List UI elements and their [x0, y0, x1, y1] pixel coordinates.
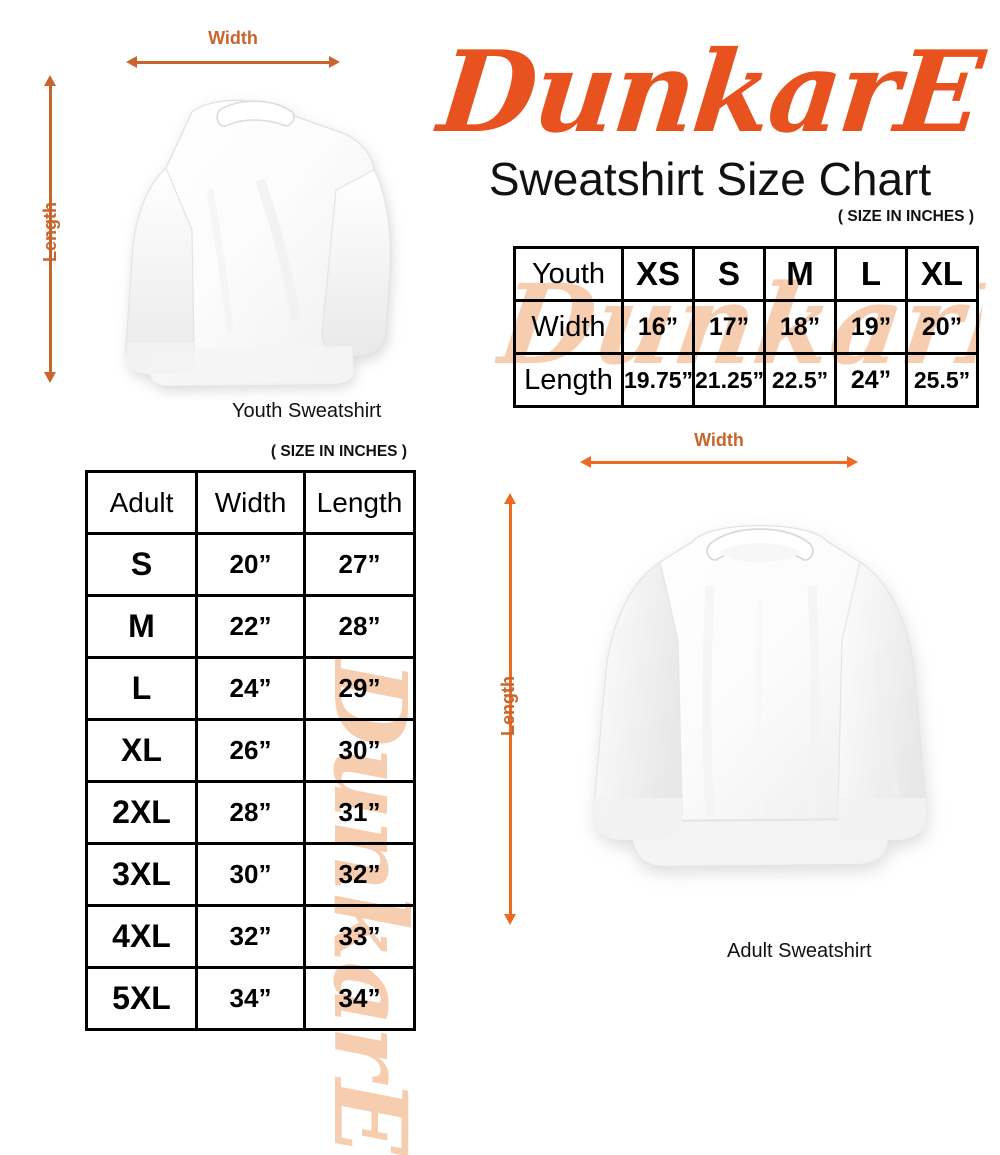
adult-length-1: 28”: [303, 594, 416, 659]
table-row: XL 26” 30”: [85, 718, 416, 783]
adult-size-7: 5XL: [85, 966, 198, 1031]
table-row: S 20” 27”: [85, 532, 416, 597]
adult-width-7: 34”: [195, 966, 306, 1031]
page-title: Sweatshirt Size Chart: [488, 153, 932, 205]
adult-size-4: 2XL: [85, 780, 198, 845]
table-row: Width 16” 17” 18” 19” 20”: [513, 299, 979, 355]
table-row: L 24” 29”: [85, 656, 416, 721]
adult-length-6: 33”: [303, 904, 416, 969]
adult-length-7: 34”: [303, 966, 416, 1031]
units-note-youth: ( SIZE IN INCHES ): [837, 208, 974, 225]
adult-length-3: 30”: [303, 718, 416, 783]
adult-length-4: 31”: [303, 780, 416, 845]
youth-figure-caption: Youth Sweatshirt: [232, 400, 382, 422]
size-chart-canvas: DunkarE Sweatshirt Size Chart ( SIZE IN …: [40, 27, 992, 1155]
adult-width-label: Width: [694, 430, 744, 450]
adult-width-5: 30”: [195, 842, 306, 907]
youth-size-l: L: [834, 246, 908, 302]
adult-figure-caption: Adult Sweatshirt: [727, 940, 872, 962]
adult-length-label: Length: [498, 676, 518, 736]
adult-header-width: Width: [195, 470, 306, 535]
youth-row-label-0: Youth: [513, 246, 624, 302]
table-row: 4XL 32” 33”: [85, 904, 416, 969]
youth-size-s: S: [692, 246, 766, 302]
table-header-row: Adult Width Length: [85, 470, 416, 535]
youth-size-table: Youth XS S M L XL Width 16” 17” 18” 19” …: [513, 246, 979, 408]
youth-length-arrow: [44, 75, 56, 383]
adult-sweatshirt-image: [560, 490, 960, 930]
youth-size-xl: XL: [905, 246, 979, 302]
youth-width-xl: 20”: [905, 299, 979, 355]
adult-width-0: 20”: [195, 532, 306, 597]
table-row: Length 19.75” 21.25” 22.5” 24” 25.5”: [513, 352, 979, 408]
adult-header-size: Adult: [85, 470, 198, 535]
adult-width-1: 22”: [195, 594, 306, 659]
adult-size-0: S: [85, 532, 198, 597]
table-row: M 22” 28”: [85, 594, 416, 659]
adult-size-6: 4XL: [85, 904, 198, 969]
adult-width-3: 26”: [195, 718, 306, 783]
adult-size-5: 3XL: [85, 842, 198, 907]
adult-length-arrow: [504, 493, 516, 925]
youth-row-label-1: Width: [513, 299, 624, 355]
units-note-adult: ( SIZE IN INCHES ): [270, 443, 407, 460]
brand-logo: DunkarE: [432, 27, 988, 158]
youth-length-xl: 25.5”: [905, 352, 979, 408]
table-row: Youth XS S M L XL: [513, 246, 979, 302]
youth-width-arrow: [126, 56, 340, 68]
table-row: 2XL 28” 31”: [85, 780, 416, 845]
youth-width-label: Width: [208, 28, 258, 48]
adult-width-arrow: [580, 456, 858, 468]
adult-length-5: 32”: [303, 842, 416, 907]
youth-length-label: Length: [40, 202, 60, 262]
adult-size-table: Adult Width Length S 20” 27” M 22” 28” L 24” 29”…: [85, 470, 416, 1031]
adult-width-6: 32”: [195, 904, 306, 969]
adult-header-length: Length: [303, 470, 416, 535]
adult-size-3: XL: [85, 718, 198, 783]
adult-width-2: 24”: [195, 656, 306, 721]
adult-length-0: 27”: [303, 532, 416, 597]
adult-size-1: M: [85, 594, 198, 659]
youth-width-s: 17”: [692, 299, 766, 355]
youth-sweatshirt-image: [60, 70, 420, 400]
youth-width-xs: 16”: [621, 299, 695, 355]
youth-width-m: 18”: [763, 299, 837, 355]
youth-size-xs: XS: [621, 246, 695, 302]
youth-row-label-2: Length: [513, 352, 624, 408]
adult-length-2: 29”: [303, 656, 416, 721]
youth-length-m: 22.5”: [763, 352, 837, 408]
adult-width-4: 28”: [195, 780, 306, 845]
youth-width-l: 19”: [834, 299, 908, 355]
youth-length-s: 21.25”: [692, 352, 766, 408]
youth-length-l: 24”: [834, 352, 908, 408]
youth-size-m: M: [763, 246, 837, 302]
table-row: 3XL 30” 32”: [85, 842, 416, 907]
table-row: 5XL 34” 34”: [85, 966, 416, 1031]
youth-length-xs: 19.75”: [621, 352, 695, 408]
adult-size-2: L: [85, 656, 198, 721]
